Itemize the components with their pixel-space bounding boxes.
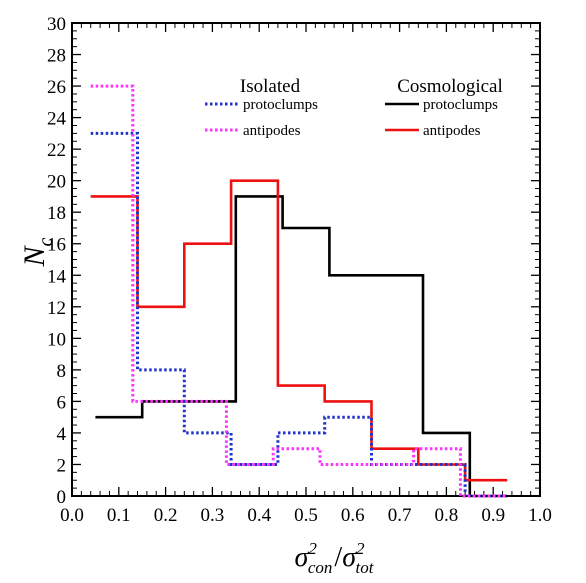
- x-tick-label: 0.9: [481, 505, 505, 526]
- y-tick-label: 0: [57, 487, 67, 508]
- y-tick-label: 8: [57, 361, 67, 382]
- y-tick-label: 30: [47, 14, 66, 35]
- isolated-antipodes-step-line: [90, 84, 508, 498]
- y-axis-sub: c: [35, 237, 57, 246]
- x-tick-label: 0.5: [294, 505, 318, 526]
- x-axis-sub-1: con: [308, 558, 333, 577]
- x-axis-sup-2: 2: [356, 539, 365, 558]
- legend-entry-label: protoclumps: [423, 97, 498, 113]
- axis-ticks: [71, 22, 541, 497]
- x-axis-base-1: σ: [295, 542, 310, 573]
- x-axis-sup-1: 2: [308, 539, 317, 558]
- series-layer: [90, 84, 508, 498]
- x-axis-sub-2: tot: [356, 558, 375, 577]
- legend-entry-label: antipodes: [243, 123, 301, 139]
- x-tick-label: 0.6: [341, 505, 365, 526]
- y-tick-label: 18: [47, 203, 66, 224]
- isolated-protoclumps-step-line: [90, 131, 508, 498]
- legend: IsolatedprotoclumpsantipodesCosmological…: [205, 76, 503, 139]
- y-tick-label: 12: [47, 298, 66, 319]
- y-tick-label: 20: [47, 172, 66, 193]
- legend-entry-label: protoclumps: [243, 97, 318, 113]
- y-axis-title: Nc: [18, 237, 57, 267]
- y-tick-label: 2: [57, 455, 67, 476]
- legend-group-title: Cosmological: [397, 76, 503, 97]
- y-tick-label: 16: [47, 235, 66, 256]
- y-tick-label: 4: [57, 424, 67, 445]
- y-tick-label: 14: [47, 266, 67, 287]
- y-tick-label: 6: [57, 392, 67, 413]
- x-tick-label: 0.0: [60, 505, 84, 526]
- x-tick-labels: 0.0 0.1 0.2 0.3 0.4 0.5 0.6 0.7 0.8 0.9 1.0: [60, 505, 552, 526]
- x-tick-label: 1.0: [528, 505, 552, 526]
- cosmological-protoclumps-step-line: [95, 195, 508, 498]
- x-tick-label: 0.2: [154, 505, 178, 526]
- y-tick-label: 26: [47, 77, 66, 98]
- legend-group-title: Isolated: [240, 76, 301, 97]
- x-tick-label: 0.8: [435, 505, 459, 526]
- x-tick-label: 0.1: [107, 505, 131, 526]
- x-axis-base-2: σ: [342, 542, 357, 573]
- x-axis-title: σ2 con/σ2 tot: [295, 539, 375, 577]
- y-tick-label: 10: [47, 329, 66, 350]
- x-tick-label: 0.4: [247, 505, 271, 526]
- legend-entry-label: antipodes: [423, 123, 481, 139]
- y-tick-label: 28: [47, 46, 66, 67]
- x-axis-separator: /: [334, 542, 342, 573]
- y-tick-label: 24: [47, 109, 67, 130]
- y-axis-base: N: [18, 244, 51, 267]
- x-tick-label: 0.3: [201, 505, 225, 526]
- x-tick-label: 0.7: [388, 505, 412, 526]
- cosmological-antipodes-step-line: [90, 179, 508, 482]
- y-tick-label: 22: [47, 140, 66, 161]
